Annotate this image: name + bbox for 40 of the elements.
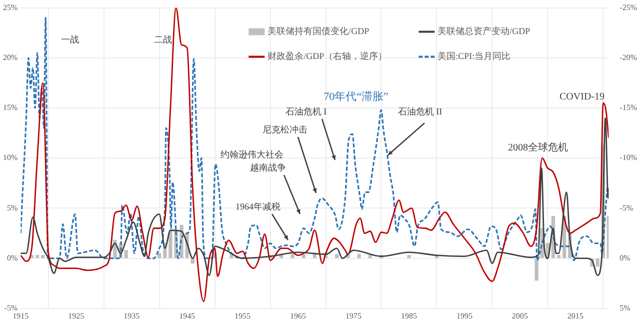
y-tick-label: 5% [6,203,18,212]
x-tick-label: 1955 [234,311,251,320]
legend-label: 财政盈余/GDP（右轴，逆序） [268,51,388,62]
x-tick-label: 2005 [512,311,528,320]
legend-label: 美联储总资产变动/GDP [438,26,530,36]
annotation: 越南战争 [250,162,286,172]
y-tick-label: 20% [2,52,18,62]
x-tick-label: 1915 [12,311,29,320]
y-tick-label: 15% [2,103,18,112]
x-tick-label: 1935 [124,311,140,320]
x-tick-label: 2015 [567,311,584,320]
y2-tick-label: -20% [620,52,638,62]
y2-tick-label: -5% [620,203,634,212]
y-tick-label: 0% [6,253,18,262]
x-tick-label: 1985 [400,311,417,320]
y-tick-label: -5% [4,303,18,312]
annotation: COVID-19 [560,92,604,103]
annotation: 一战 [61,34,79,44]
annotation: 石油危机 I [285,106,327,116]
x-tick-label: 1995 [456,311,472,320]
annotation: 石油危机 II [398,106,442,116]
annotation: 约翰逊伟大社会 [220,149,284,160]
y2-tick-label: 0% [620,253,631,262]
legend-label: 美联储持有国债变化/GDP [268,26,370,36]
x-tick-label: 1925 [68,311,84,320]
y2-tick-label: -15% [620,103,638,112]
y-tick-label: 25% [2,2,18,12]
annotation: 1964年减税 [236,201,280,212]
x-tick-label: 1945 [179,311,196,320]
annotation: 尼克松冲击 [262,124,308,134]
legend-label: 美国:CPI:当月同比 [438,51,511,62]
annotation: 二战 [154,34,172,44]
annotation: 70年代“滞胀” [324,90,388,103]
x-tick-label: 1965 [290,311,306,320]
y2-tick-label: 5% [620,303,631,312]
x-tick-label: 1975 [346,311,362,320]
y-tick-label: 10% [2,153,18,162]
annotation: 2008全球危机 [508,142,568,154]
y2-tick-label: -10% [620,153,638,162]
y2-tick-label: -25% [620,2,638,12]
